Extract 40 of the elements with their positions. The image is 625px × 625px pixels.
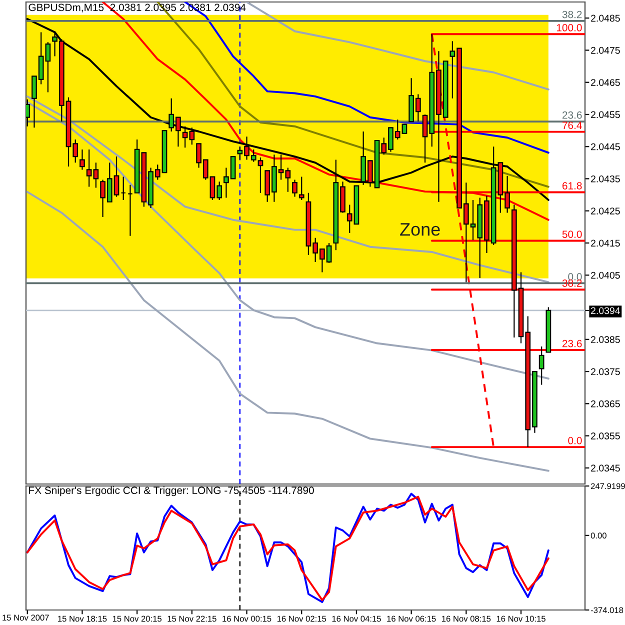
y-tick-label: 2.0425: [591, 208, 620, 214]
y-tick-label: 2.0375: [591, 368, 620, 376]
y-tick-label: 2.0355: [591, 432, 620, 440]
series-label: 23.6: [562, 111, 582, 119]
x-tick-label: 16 Nov 06:15: [387, 616, 436, 622]
x-tick-label: 15 Nov 22:15: [168, 616, 216, 622]
y-tick-label: 2.0385: [591, 336, 620, 344]
text: 15 Nov 2007: [2, 614, 49, 621]
band-label: Zone: [400, 223, 440, 236]
y-tick-label: 2.0485: [591, 14, 620, 22]
x-tick-label: 16 Nov 10:15: [496, 616, 546, 622]
x-tick-label: 15 Nov 20:15: [112, 616, 162, 622]
y-tick-label: 2.0455: [591, 111, 620, 118]
series-label: 0.0: [568, 273, 582, 280]
series-label: 38.2: [562, 279, 582, 287]
x-tick-label: 16 Nov 04:15: [332, 616, 381, 622]
x-tick-label: 16 Nov 00:15: [222, 616, 272, 622]
y-tick-label: 2.0465: [591, 79, 620, 86]
y-tick-label: 2.0415: [591, 240, 620, 247]
series-label: 100.0: [556, 24, 582, 32]
y-tick-label: -374.018: [590, 607, 624, 614]
y-tick-label: 0.00: [590, 532, 606, 539]
y-tick-label: 2.0475: [591, 46, 620, 54]
y-tick-label: 2.0435: [591, 175, 620, 182]
series-label: 23.6: [562, 340, 582, 348]
x-tick-label: 16 Nov 08:15: [442, 616, 491, 622]
series-label: 50.0: [562, 230, 582, 238]
series-label: 38.2: [562, 10, 582, 18]
y-tick-label: 2.0394: [591, 307, 620, 314]
y-tick-label: 2.0345: [591, 464, 620, 472]
x-tick-label: 15 Nov 18:15: [58, 616, 107, 622]
x-tick-label: 16 Nov 02:15: [277, 616, 326, 622]
series-label: 0.0: [568, 436, 582, 444]
y-tick-label: 2.0365: [591, 400, 620, 408]
y-tick-label: 247.9199: [590, 483, 625, 490]
y-tick-label: 2.0405: [591, 272, 620, 279]
y-tick-label: 2.0445: [591, 143, 620, 150]
chart-title: FX Sniper's Ergodic CCI & Trigger: LONG -75.4505 -114.7890: [29, 486, 314, 496]
series-label: 76.4: [562, 122, 582, 130]
series-label: 61.8: [562, 182, 582, 190]
